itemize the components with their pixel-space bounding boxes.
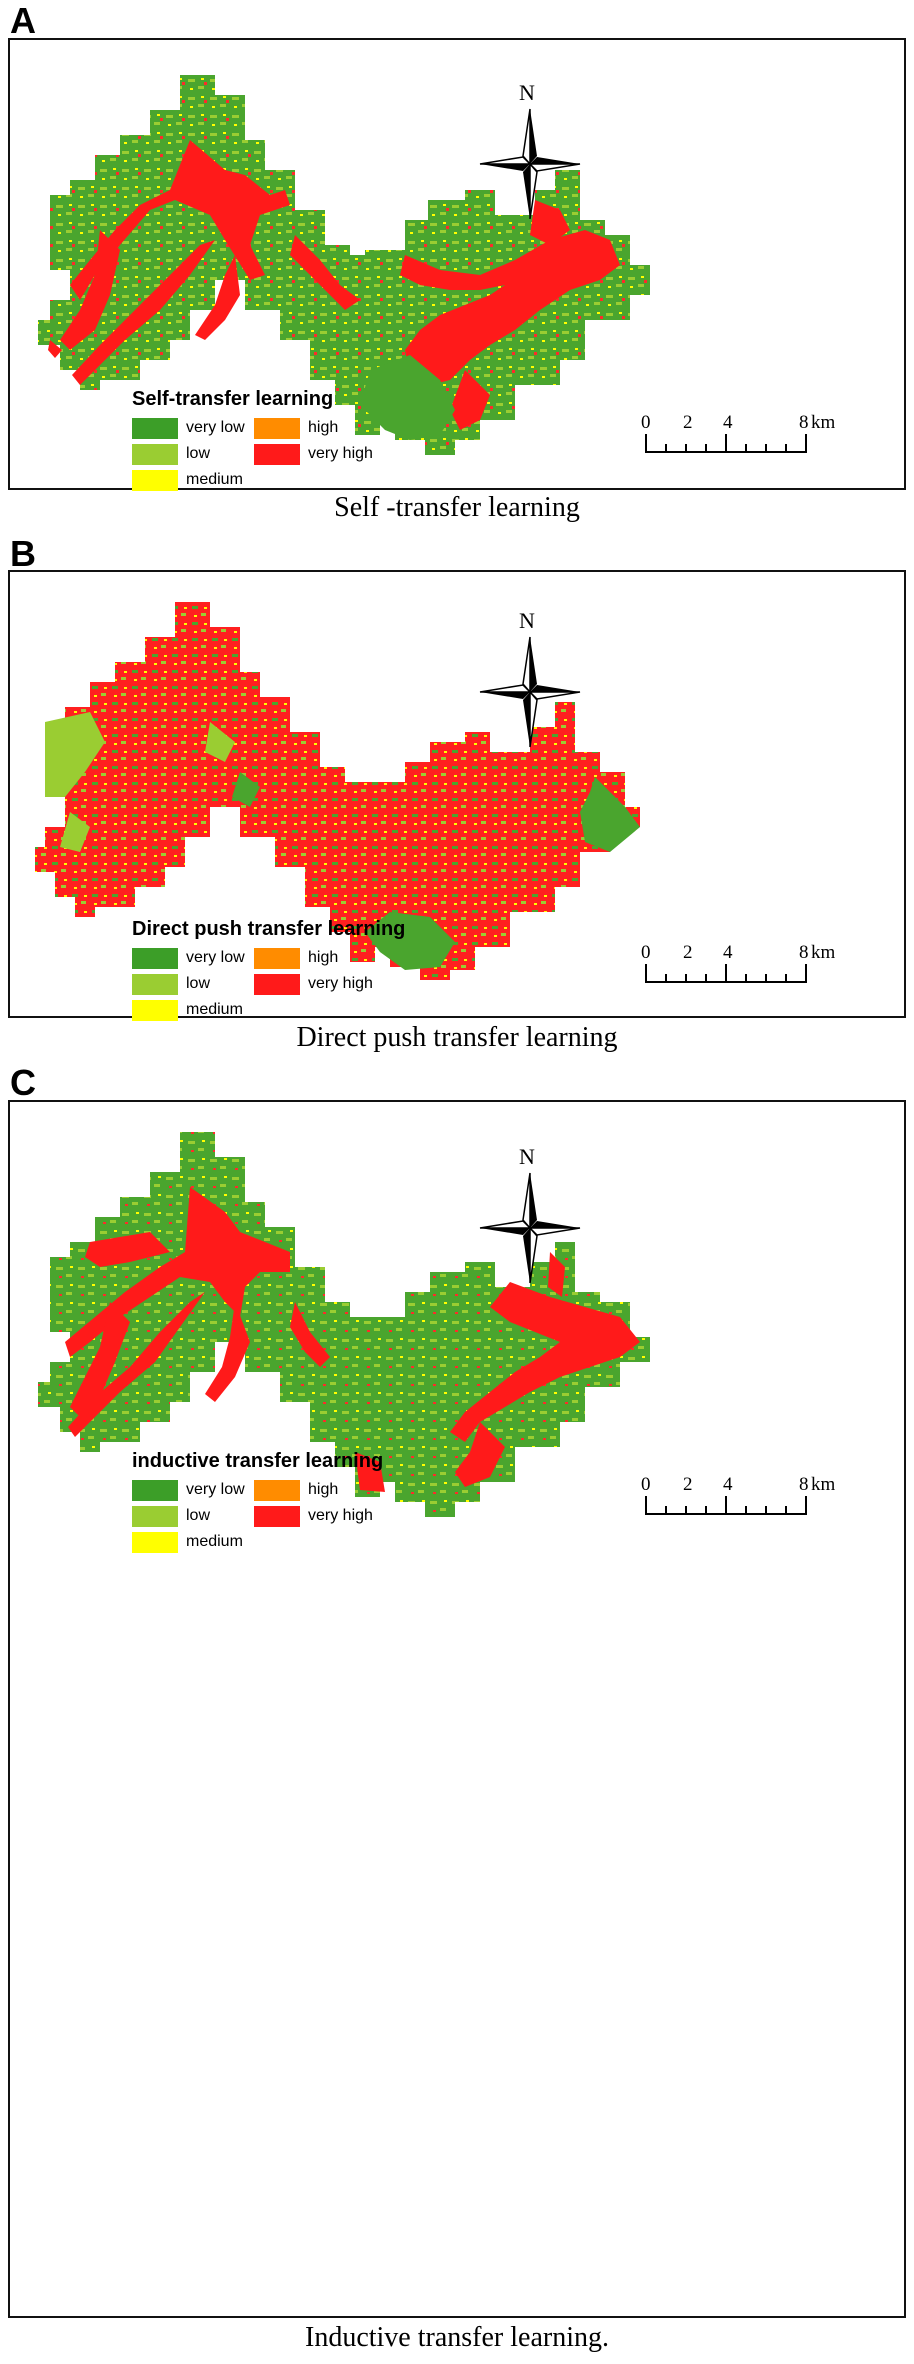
scale-bar-b: 0 2 4 8 km [641,942,845,1002]
compass-rose-icon [479,108,581,220]
map-frame-b: N Direct push transfer learning very low… [8,570,906,1021]
panel-letter-c: C [10,1062,36,1103]
north-label-a: N [519,80,535,105]
panel-letter-a: A [10,0,36,41]
north-arrow-a: N [475,80,585,220]
caption-b: Direct push transfer learning [296,1022,618,1053]
caption-c: Inductive transfer learning. [305,2322,609,2353]
scale-ruler-icon [645,434,807,453]
legend-a: Self-transfer learning very low low medi… [132,388,432,498]
scale-bar-a: 0 2 4 8 km [641,412,845,472]
scale-ruler-icon [645,1496,807,1515]
low-zones-b [45,712,640,970]
scale-ruler-icon [645,964,807,983]
north-arrow-b: N [475,608,585,748]
scale-bar-c: 0 2 4 8 km [641,1474,845,1534]
legend-title-b: Direct push transfer learning [132,918,406,940]
very-high-zones-c [65,1187,640,1492]
legend-c: inductive transfer learning very low low… [132,1450,432,1560]
north-label-b: N [519,608,535,633]
study-area-b [35,602,640,980]
legend-b: Direct push transfer learning very low l… [132,918,432,1028]
susceptibility-map-a [38,75,650,455]
north-label-c: N [519,1144,535,1169]
compass-rose-icon [479,1172,581,1284]
legend-title-c: inductive transfer learning [132,1450,384,1472]
panel-letter-b: B [10,533,36,574]
legend-title-a: Self-transfer learning [132,388,334,410]
caption-a: Self -transfer learning [334,492,580,523]
map-frame-c: N inductive transfer learning very low l… [8,1100,906,2318]
compass-rose-icon [479,636,581,748]
map-frame-a: N Self-transfer learning very low low me… [8,38,906,491]
north-arrow-c: N [475,1144,585,1284]
susceptibility-map-b [35,602,640,980]
susceptibility-map-c [38,1132,650,1517]
